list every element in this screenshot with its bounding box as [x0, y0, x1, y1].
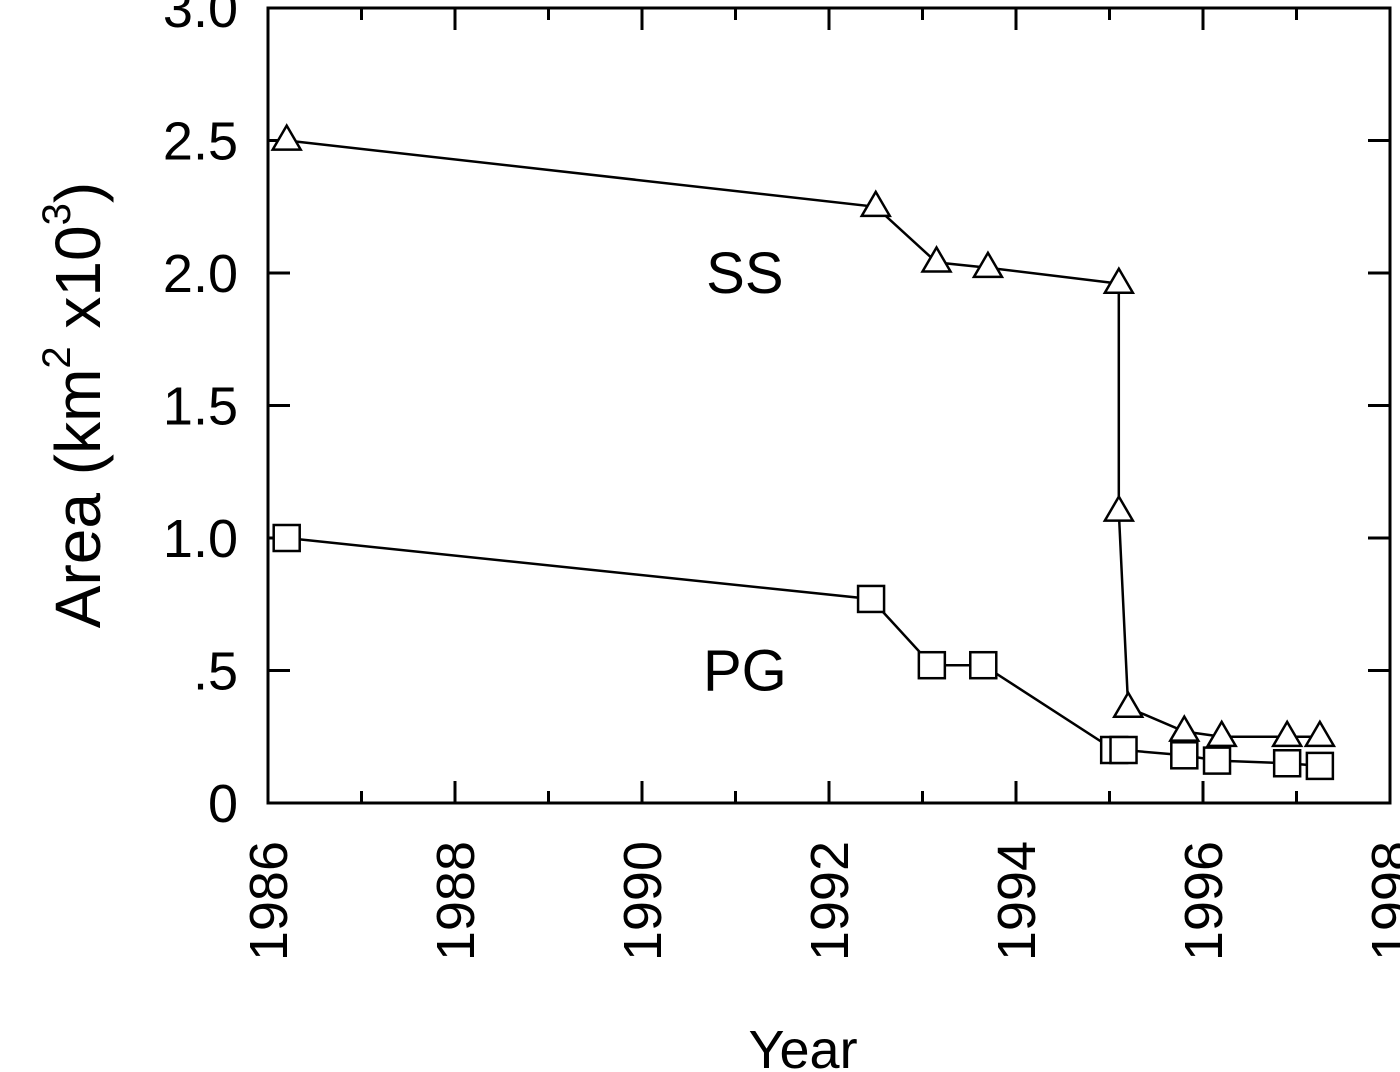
- x-tick-label: 1986: [239, 841, 299, 961]
- axis-ticks: [266, 6, 1392, 805]
- series-annotations: SS PG: [703, 241, 787, 704]
- x-tick-label: 1998: [1361, 841, 1400, 961]
- square-marker: [1202, 746, 1232, 775]
- series-label-pg: PG: [703, 639, 787, 704]
- series-markers: [270, 123, 1337, 781]
- square-marker: [1109, 735, 1138, 765]
- series-line-ss: [286, 139, 1320, 739]
- triangle-marker: [859, 189, 892, 218]
- series-lines: [286, 139, 1320, 768]
- x-tick-label: 1994: [987, 841, 1047, 961]
- y-tick-label: 3.0: [163, 0, 238, 39]
- y-tick-labels: 0 .5 1.0 1.5 2.0 2.5 3.0: [163, 0, 238, 834]
- y-axis-label-close: ): [42, 182, 114, 203]
- y-axis-label-sup1: 2: [35, 346, 79, 368]
- x-tick-label: 1990: [613, 841, 673, 961]
- y-axis-label-sup2: 3: [35, 203, 79, 225]
- square-marker: [969, 650, 998, 680]
- square-marker: [856, 584, 886, 614]
- x-tick-label: 1992: [800, 841, 860, 961]
- triangle-marker: [1205, 719, 1238, 748]
- triangle-marker: [971, 250, 1005, 279]
- triangle-marker: [1112, 690, 1145, 718]
- triangle-marker: [1102, 266, 1136, 294]
- triangle-marker: [1270, 719, 1304, 748]
- triangle-marker: [1303, 719, 1337, 748]
- y-axis-label-main: Area (km: [42, 369, 114, 629]
- y-tick-label: 2.5: [163, 112, 238, 172]
- triangle-marker: [270, 123, 303, 151]
- triangle-marker: [1168, 714, 1201, 742]
- y-tick-label: 1.0: [163, 509, 238, 569]
- square-marker: [1170, 741, 1199, 770]
- triangle-marker: [1102, 494, 1136, 522]
- x-tick-labels: 1986 1988 1990 1992 1994 1996 1998: [239, 841, 1400, 961]
- square-marker: [917, 650, 947, 680]
- square-marker: [1305, 751, 1335, 781]
- series-line-pg: [286, 536, 1320, 768]
- triangle-marker: [920, 245, 953, 273]
- square-marker: [272, 523, 301, 553]
- x-tick-label: 1988: [426, 841, 486, 961]
- y-tick-label: 1.5: [163, 377, 238, 437]
- y-tick-label: 2.0: [163, 244, 238, 304]
- y-tick-label: .5: [193, 642, 238, 702]
- y-tick-label: 0: [208, 774, 238, 834]
- x-tick-label: 1996: [1174, 841, 1234, 961]
- y-axis-label: Area (km2 x103): [35, 182, 114, 628]
- square-marker: [1272, 749, 1302, 778]
- y-axis-label-mid: x10: [42, 225, 114, 346]
- series-label-ss: SS: [706, 241, 783, 306]
- x-axis-label: Year: [748, 1020, 857, 1072]
- plot-frame: [266, 6, 1392, 805]
